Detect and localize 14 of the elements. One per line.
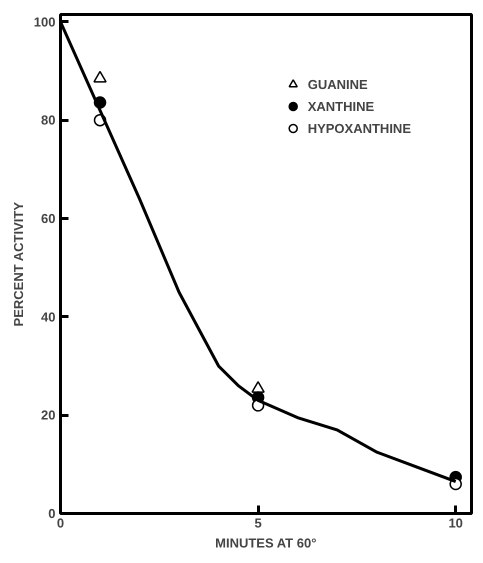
legend-label: GUANINE (308, 76, 368, 92)
x-axis-title: MINUTES AT 60° (215, 536, 316, 550)
legend-label: HYPOXANTHINE (308, 120, 411, 136)
point (93, 70, 107, 83)
y-axis-title: PERCENT ACTIVITY (10, 202, 26, 326)
x-tick-label: 10 (448, 516, 463, 530)
y-tick-label: 0 (48, 506, 56, 521)
y-tick-label: 60 (41, 211, 56, 226)
y-tick-label: 40 (41, 309, 56, 324)
y-tick-label: 100 (34, 14, 56, 30)
x-tick-label: 5 (254, 516, 262, 530)
legend-label: XANTHINE (308, 98, 374, 114)
y-tick-label: 20 (41, 408, 56, 423)
y-tick-label: 80 (41, 112, 56, 128)
